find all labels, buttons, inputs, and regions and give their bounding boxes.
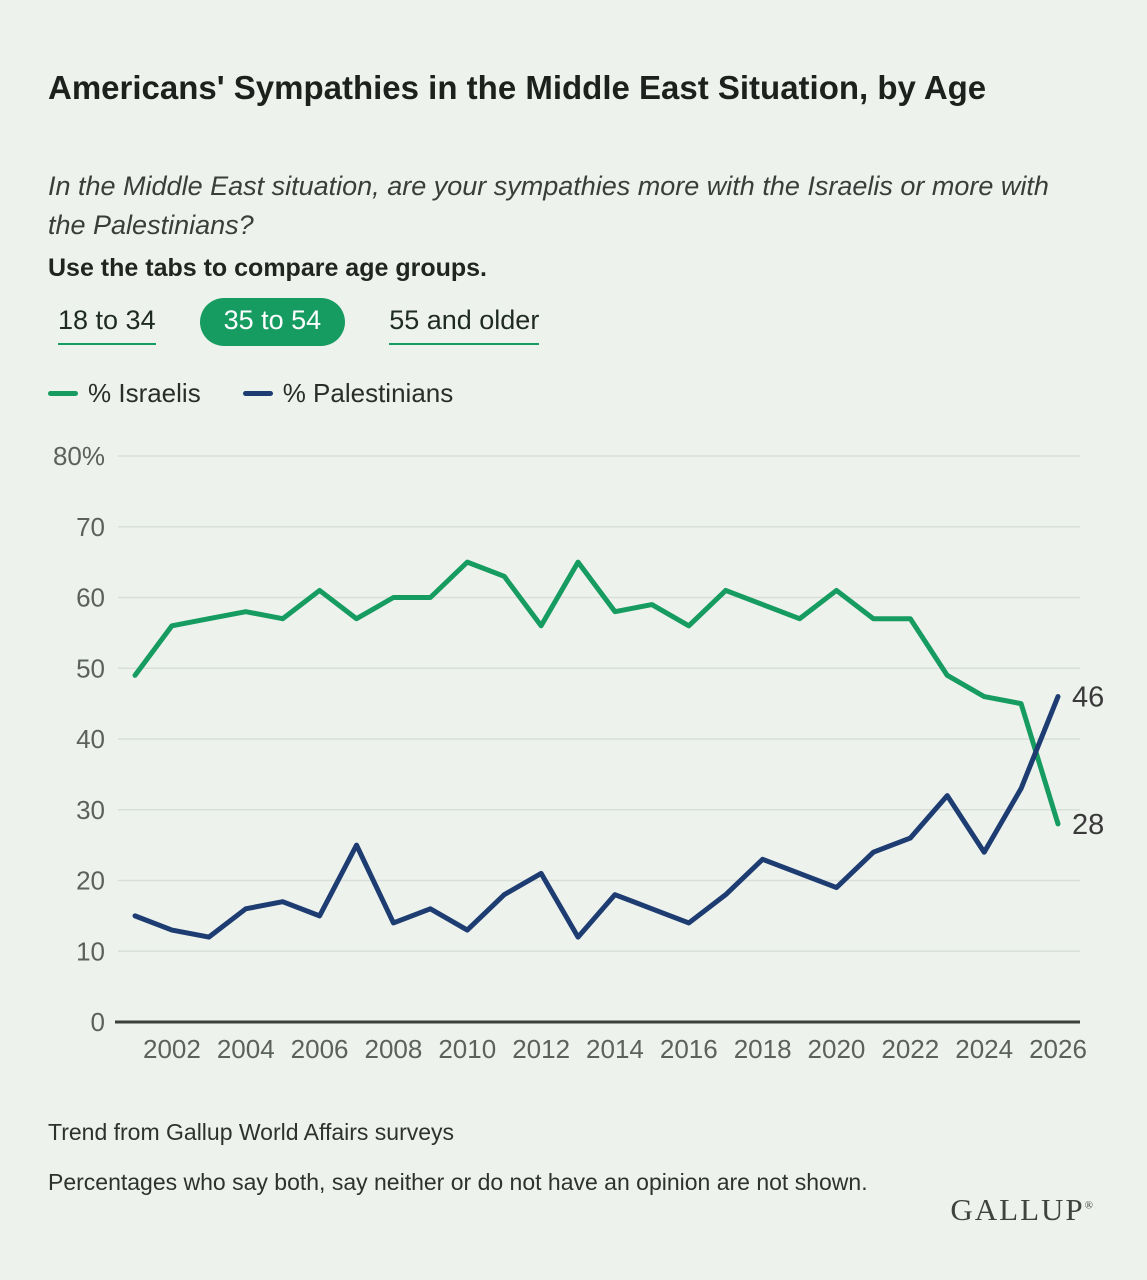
y-tick-label-60: 60 bbox=[76, 583, 105, 613]
israelis-line-swatch bbox=[48, 391, 78, 396]
y-tick-label-80: 80% bbox=[53, 441, 105, 471]
x-tick-label-2004: 2004 bbox=[217, 1034, 275, 1064]
legend-label-israelis: % Israelis bbox=[88, 378, 201, 408]
x-tick-label-2020: 2020 bbox=[808, 1034, 866, 1064]
tab-55-and-older[interactable]: 55 and older bbox=[389, 299, 540, 345]
source-footnote: Trend from Gallup World Affairs surveys bbox=[48, 1119, 455, 1145]
y-tick-label-20: 20 bbox=[76, 866, 105, 896]
methodology-footnote: Percentages who say both, say neither or… bbox=[48, 1169, 868, 1195]
palestinians-line bbox=[132, 694, 1061, 940]
x-tick-label-2026: 2026 bbox=[1029, 1034, 1087, 1064]
survey-question-subtitle: In the Middle East situation, are your s… bbox=[48, 171, 1049, 241]
x-tick-label-2010: 2010 bbox=[438, 1034, 496, 1064]
legend-item-palestinians[interactable]: % Palestinians bbox=[242, 378, 454, 409]
legend-label-palestinians: % Palestinians bbox=[282, 378, 454, 408]
x-tick-label-2008: 2008 bbox=[365, 1034, 423, 1064]
x-tick-label-2016: 2016 bbox=[660, 1034, 718, 1064]
x-tick-label-2002: 2002 bbox=[143, 1034, 201, 1064]
x-tick-label-2018: 2018 bbox=[734, 1034, 792, 1064]
x-tick-label-2024: 2024 bbox=[955, 1034, 1013, 1064]
end-value-label-28: 28 bbox=[1072, 809, 1104, 841]
y-tick-label-70: 70 bbox=[76, 512, 105, 542]
x-tick-label-2006: 2006 bbox=[291, 1034, 349, 1064]
x-tick-label-2014: 2014 bbox=[586, 1034, 644, 1064]
age-group-tabs: 18 to 34 35 to 54 55 and older bbox=[58, 298, 540, 346]
y-tick-label-40: 40 bbox=[76, 724, 105, 754]
gallup-logo: GALLUP® bbox=[950, 1192, 1095, 1227]
x-tick-label-2012: 2012 bbox=[512, 1034, 570, 1064]
y-tick-label-0: 0 bbox=[91, 1007, 105, 1037]
x-tick-label-2022: 2022 bbox=[881, 1034, 939, 1064]
page-title: Americans' Sympathies in the Middle East… bbox=[48, 69, 987, 107]
israelis-line bbox=[132, 559, 1061, 827]
tab-35-to-54[interactable]: 35 to 54 bbox=[199, 298, 346, 346]
y-tick-label-50: 50 bbox=[76, 653, 105, 683]
tabs-instruction: Use the tabs to compare age groups. bbox=[48, 254, 487, 282]
tab-18-to-34[interactable]: 18 to 34 bbox=[58, 299, 156, 345]
end-value-label-46: 46 bbox=[1072, 682, 1104, 714]
y-tick-label-10: 10 bbox=[76, 936, 105, 966]
palestinians-line-swatch bbox=[242, 391, 273, 396]
legend-item-israelis[interactable]: % Israelis bbox=[48, 378, 201, 409]
y-tick-label-30: 30 bbox=[76, 795, 105, 825]
chart-legend: % Israelis % Palestinians bbox=[48, 378, 453, 409]
